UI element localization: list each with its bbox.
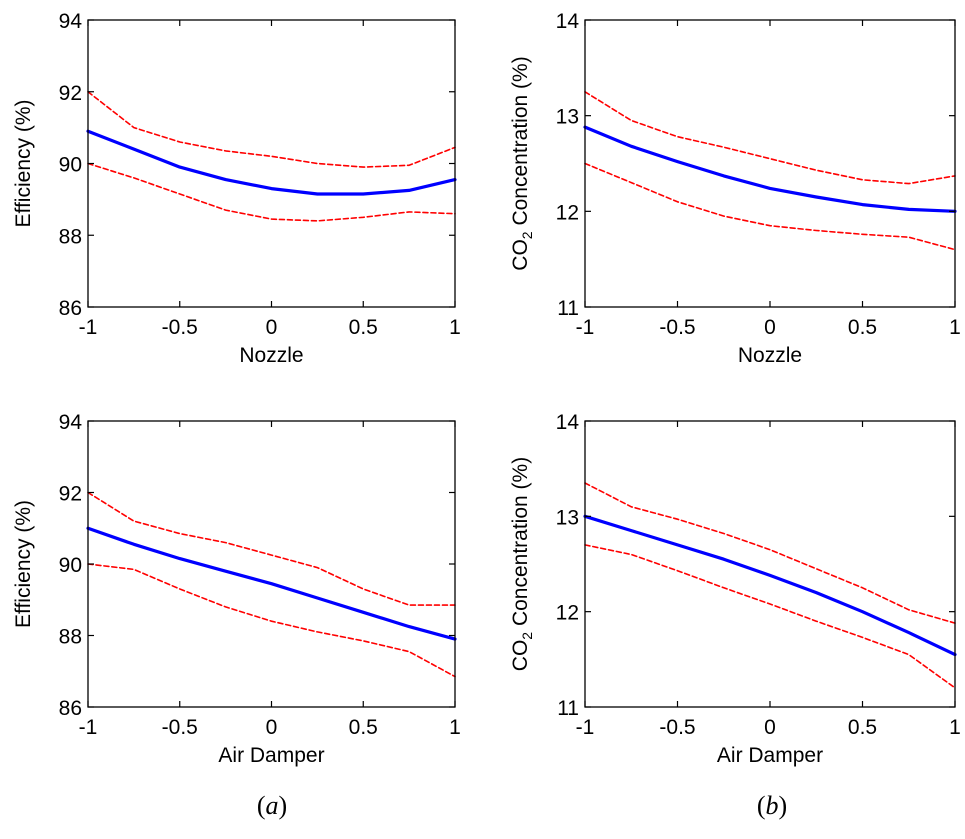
y-axis-label: CO2 Concentration (%) (509, 457, 535, 671)
axes-frame (87, 420, 456, 708)
x-tick-label: 0.5 (848, 716, 877, 739)
x-tick-label: 0.5 (349, 716, 378, 739)
upper-bound-line (584, 482, 956, 624)
x-tick-label: 1 (949, 316, 961, 339)
mean-line (583, 125, 957, 213)
mean-line (86, 129, 457, 196)
mean-line (86, 526, 457, 641)
chart-panel-1: -1 -0.5 0 0.5 1 86 88 90 92 94 Nozzle Efficiency (%… (12, 10, 461, 367)
y-tick-label: 12 (556, 602, 579, 625)
axes-frame (584, 19, 956, 308)
x-axis-label: Nozzle (738, 344, 802, 367)
mean-line (583, 514, 957, 657)
y-tick-label: 14 (556, 411, 580, 434)
x-tick-label: -1 (576, 716, 595, 739)
x-tick-label: -1 (79, 716, 98, 739)
caption-a: (a) (256, 791, 288, 820)
y-tick-label: 11 (557, 297, 579, 320)
x-axis-label: Air Damper (218, 744, 324, 767)
y-tick-label: 92 (59, 82, 82, 105)
upper-bound-line (87, 91, 456, 168)
x-tick-label: -1 (576, 316, 595, 339)
x-tick-label: 0 (266, 316, 278, 339)
y-tick-label: 86 (59, 297, 82, 320)
lower-bound-line (87, 563, 456, 678)
x-tick-label: 0 (266, 716, 278, 739)
y-tick-label: 94 (59, 10, 83, 33)
y-tick-label: 13 (556, 506, 579, 529)
x-axis-label: Nozzle (239, 344, 303, 367)
axes-frame (87, 19, 456, 308)
y-axis-label: Efficiency (%) (12, 500, 35, 628)
y-axis-label: Efficiency (%) (12, 100, 35, 228)
y-tick-label: 90 (59, 154, 82, 177)
y-tick-label: 14 (556, 10, 580, 33)
x-tick-label: 0.5 (848, 316, 877, 339)
x-tick-label: -0.5 (659, 316, 695, 339)
upper-bound-line (87, 491, 456, 606)
y-tick-label: 92 (59, 483, 82, 506)
lower-bound-line (584, 544, 956, 689)
y-tick-label: 12 (556, 201, 579, 224)
y-tick-label: 11 (557, 697, 579, 720)
y-tick-label: 90 (59, 554, 82, 577)
y-tick-label: 88 (59, 225, 82, 248)
x-tick-label: -0.5 (162, 716, 198, 739)
y-tick-label: 94 (59, 411, 83, 434)
lower-bound-line (87, 162, 456, 222)
x-tick-label: -0.5 (162, 316, 198, 339)
lower-bound-line (584, 162, 956, 251)
x-tick-label: -0.5 (659, 716, 695, 739)
y-tick-label: 88 (59, 626, 82, 649)
axes-frame (584, 420, 956, 708)
upper-bound-line (584, 91, 956, 185)
y-axis-label: CO2 Concentration (%) (509, 56, 535, 270)
x-tick-label: 0 (764, 716, 776, 739)
y-tick-label: 86 (59, 697, 82, 720)
caption-b: (b) (756, 791, 788, 820)
x-tick-label: 1 (449, 716, 461, 739)
x-tick-label: -1 (79, 316, 98, 339)
chart-panel-3: -1 -0.5 0 0.5 1 86 88 90 92 94 Air Damper Efficienc… (12, 411, 461, 767)
y-tick-label: 13 (556, 106, 579, 129)
x-tick-label: 1 (449, 316, 461, 339)
x-tick-label: 0 (764, 316, 776, 339)
x-axis-label: Air Damper (717, 744, 823, 767)
x-tick-label: 1 (949, 716, 961, 739)
x-tick-label: 0.5 (349, 316, 378, 339)
